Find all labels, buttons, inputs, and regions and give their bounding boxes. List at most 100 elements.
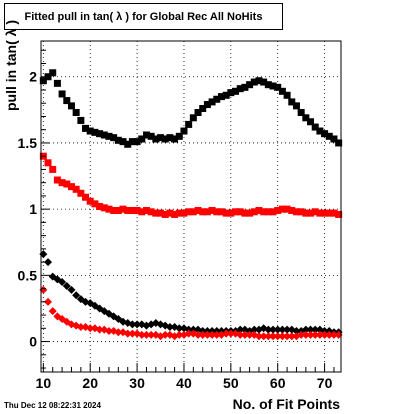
data-point [278,205,286,213]
data-point [297,330,306,339]
series-1 [39,152,343,218]
data-point [254,332,263,341]
data-point [335,139,343,147]
y-tick-label: 1 [29,201,37,217]
data-point [161,135,169,143]
data-point [307,118,315,126]
data-point [166,209,174,217]
data-point [301,325,310,334]
data-point [128,138,136,146]
data-point [236,85,244,93]
data-point [171,210,179,218]
data-point [260,208,268,216]
data-point [104,326,113,335]
x-tick-label: 10 [36,375,52,391]
data-point [119,205,127,213]
data-point [259,332,268,341]
data-point [330,135,338,143]
data-point [250,208,258,216]
data-point [110,206,118,214]
data-point [133,206,141,214]
axis-ticks: 10 20 30 40 50 60 70 0 0.5 1 1.5 2 [18,49,335,391]
data-point [123,329,132,338]
data-point [311,208,319,216]
data-point [48,307,57,316]
data-point [72,185,80,193]
data-point [325,132,333,140]
data-point [138,208,146,216]
data-point [217,208,225,216]
data-point [86,324,95,333]
data-point [58,277,67,286]
data-point [114,136,122,144]
series-2 [39,250,343,337]
data-point [128,206,136,214]
data-point [255,206,263,214]
timestamp: Thu Dec 12 08:22:31 2024 [4,401,101,410]
data-point [269,82,277,90]
data-point [58,179,66,187]
data-point [269,332,278,341]
data-point [250,325,259,334]
data-point [180,127,188,135]
data-point [91,200,99,208]
data-point [180,209,188,217]
data-point [278,332,287,341]
data-point [44,258,53,267]
data-point [128,329,137,338]
data-point [72,291,81,300]
data-point [226,329,235,338]
data-point [245,330,254,339]
x-tick-label: 60 [270,375,286,391]
data-point [184,329,193,338]
data-point [301,330,310,339]
data-point [128,320,137,329]
data-point [137,330,146,339]
data-point [250,78,258,86]
data-point [77,189,85,197]
data-point [203,101,211,109]
data-point [278,87,286,95]
data-point [274,83,282,91]
data-point [269,325,278,334]
title-box: Fitted pull in tan( λ ) for Global Rec A… [4,3,283,30]
data-point [240,330,249,339]
data-point [194,108,202,116]
data-point [236,325,245,334]
x-tick-label: 30 [129,375,145,391]
data-point [147,132,155,140]
data-point [288,98,296,106]
data-point [86,197,94,205]
plot-frame [40,40,342,373]
data-point [208,206,216,214]
data-point [189,114,197,122]
data-point [44,297,53,306]
data-point [232,208,240,216]
data-point [96,130,104,138]
data-point [152,209,160,217]
data-point [175,324,184,333]
data-point [138,135,146,143]
y-tick-label: 0 [29,334,37,350]
data-point [283,332,292,341]
data-point [203,330,212,339]
data-point [91,128,99,136]
data-point [67,285,76,294]
grid [41,41,341,372]
data-point [283,91,291,99]
data-point [311,325,320,334]
x-tick-label: 70 [317,375,333,391]
data-point [227,89,235,97]
data-point [82,193,90,201]
data-point [58,90,66,98]
data-point [217,93,225,101]
data-point [330,209,338,217]
data-point [307,209,315,217]
data-point [199,105,207,113]
data-point [311,123,319,131]
data-point [49,69,57,77]
x-axis-label: No. of Fit Points [232,396,340,412]
data-point [62,281,71,290]
data-point [147,330,156,339]
